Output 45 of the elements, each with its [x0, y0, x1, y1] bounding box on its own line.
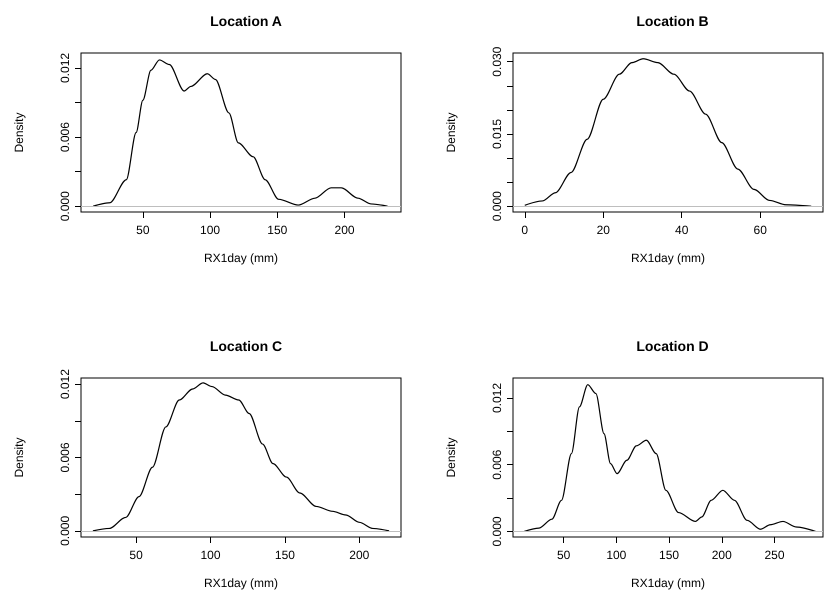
x-tick-label: 200 [712, 548, 732, 562]
y-tick-label: 0.000 [58, 516, 72, 546]
x-tick-label: 150 [659, 548, 680, 562]
x-tick-label: 50 [136, 223, 150, 237]
x-tick-label: 250 [764, 548, 785, 562]
y-tick-label: 0.006 [490, 449, 504, 480]
y-tick-label: 0.030 [490, 46, 504, 77]
x-tick-label: 50 [129, 548, 144, 562]
y-axis-title: Density [12, 112, 26, 153]
line-series [524, 384, 816, 532]
y-tick-label: 0.006 [58, 122, 72, 152]
x-axis-title: RX1day (mm) [630, 576, 706, 590]
y-tick-label: 0.015 [490, 118, 504, 149]
y-tick-label: 0.000 [58, 190, 72, 222]
y-tick-label: 0.000 [490, 190, 504, 222]
x-tick-label: 60 [754, 223, 768, 237]
chart-title: Location C [210, 338, 282, 354]
x-axis-title: RX1day (mm) [630, 251, 706, 265]
x-tick-label: 150 [267, 223, 288, 237]
chart-title: Location D [636, 338, 709, 354]
x-tick-label: 100 [200, 548, 221, 562]
y-axis-title: Density [12, 437, 26, 478]
y-tick-label: 0.012 [58, 368, 72, 400]
y-tick-label: 0.012 [490, 382, 504, 414]
y-tick-label: 0.000 [490, 516, 504, 546]
line-series [524, 58, 812, 207]
y-axis-title: Density [444, 437, 458, 478]
x-tick-label: 50 [556, 548, 571, 562]
line-series [92, 382, 390, 532]
x-tick-label: 100 [200, 223, 220, 237]
y-tick-label: 0.012 [58, 52, 72, 83]
x-axis-title: RX1day (mm) [204, 576, 278, 590]
x-tick-label: 200 [349, 548, 370, 562]
chart-title: Location B [636, 13, 709, 29]
chart-title: Location A [210, 13, 282, 29]
x-tick-label: 0 [521, 223, 528, 237]
y-tick-label: 0.006 [58, 442, 72, 473]
x-tick-label: 150 [274, 548, 296, 562]
y-axis-title: Density [444, 112, 458, 153]
x-tick-label: 200 [334, 223, 355, 237]
x-tick-label: 20 [596, 223, 610, 237]
x-axis-title: RX1day (mm) [204, 251, 278, 265]
line-series [92, 59, 388, 207]
x-tick-label: 40 [675, 223, 689, 237]
x-tick-label: 100 [606, 548, 627, 562]
